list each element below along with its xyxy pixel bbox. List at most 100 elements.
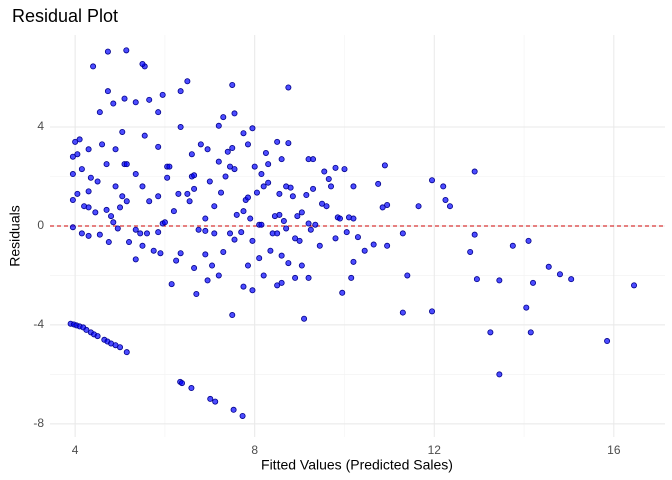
point bbox=[310, 156, 317, 163]
point bbox=[332, 164, 339, 171]
point bbox=[72, 138, 79, 145]
point bbox=[316, 242, 323, 249]
point bbox=[265, 161, 272, 168]
point bbox=[69, 197, 76, 204]
point bbox=[215, 158, 222, 165]
point bbox=[350, 258, 357, 265]
y-axis-title: Residuals bbox=[7, 205, 23, 266]
point bbox=[191, 185, 198, 192]
point bbox=[274, 230, 281, 237]
point bbox=[202, 215, 209, 222]
point bbox=[177, 250, 184, 257]
point bbox=[110, 100, 117, 107]
point bbox=[523, 304, 530, 311]
point bbox=[276, 190, 283, 197]
point bbox=[177, 124, 184, 131]
point bbox=[251, 163, 258, 170]
chart-title: Residual Plot bbox=[12, 6, 118, 26]
point bbox=[440, 183, 447, 190]
point bbox=[292, 274, 299, 281]
point bbox=[285, 260, 292, 267]
point bbox=[132, 226, 139, 233]
point bbox=[321, 168, 328, 175]
point bbox=[123, 349, 130, 356]
point bbox=[283, 183, 290, 190]
point bbox=[92, 209, 99, 216]
point bbox=[471, 168, 478, 175]
point bbox=[78, 166, 85, 173]
point bbox=[94, 178, 101, 185]
point bbox=[112, 146, 119, 153]
point bbox=[370, 241, 377, 248]
point bbox=[404, 272, 411, 279]
x-tick-label: 4 bbox=[72, 443, 79, 457]
point bbox=[509, 242, 516, 249]
point bbox=[188, 385, 195, 392]
point bbox=[204, 146, 211, 153]
point bbox=[209, 262, 216, 269]
point bbox=[119, 193, 126, 200]
point bbox=[168, 281, 175, 288]
y-tick-label: -4 bbox=[33, 317, 44, 331]
point bbox=[260, 183, 267, 190]
point bbox=[325, 175, 332, 182]
point bbox=[96, 109, 103, 116]
point bbox=[155, 143, 162, 150]
point bbox=[104, 48, 111, 55]
point bbox=[224, 148, 231, 155]
point bbox=[177, 88, 184, 95]
y-tick-label: 4 bbox=[37, 119, 44, 133]
point bbox=[249, 125, 256, 132]
point bbox=[104, 88, 111, 95]
point bbox=[155, 193, 162, 200]
point bbox=[375, 180, 382, 187]
point bbox=[69, 153, 76, 160]
point bbox=[253, 189, 260, 196]
point bbox=[206, 178, 213, 185]
point bbox=[399, 309, 406, 316]
point bbox=[278, 279, 285, 286]
point bbox=[379, 204, 386, 211]
point bbox=[96, 231, 103, 238]
point bbox=[215, 122, 222, 129]
point bbox=[121, 95, 128, 102]
point bbox=[112, 183, 119, 190]
point bbox=[487, 329, 494, 336]
point bbox=[119, 128, 126, 135]
point bbox=[110, 219, 117, 226]
point bbox=[211, 230, 218, 237]
point bbox=[123, 161, 130, 168]
point bbox=[139, 60, 146, 67]
point bbox=[195, 226, 202, 233]
point bbox=[285, 84, 292, 91]
y-tick-label: -8 bbox=[33, 416, 44, 430]
point bbox=[222, 173, 229, 180]
point bbox=[69, 171, 76, 178]
point bbox=[343, 229, 350, 236]
point bbox=[78, 230, 85, 237]
point bbox=[298, 262, 305, 269]
point bbox=[146, 96, 153, 103]
point bbox=[108, 213, 115, 220]
point bbox=[173, 257, 180, 264]
point bbox=[274, 282, 281, 289]
point bbox=[303, 192, 310, 199]
point bbox=[260, 272, 267, 279]
point bbox=[294, 213, 301, 220]
point bbox=[307, 226, 314, 233]
point bbox=[123, 47, 130, 54]
point bbox=[126, 239, 133, 246]
point bbox=[278, 252, 285, 259]
point bbox=[146, 198, 153, 205]
point bbox=[265, 179, 272, 186]
point bbox=[227, 163, 234, 170]
point bbox=[166, 163, 173, 170]
point bbox=[262, 150, 269, 157]
point bbox=[240, 283, 247, 290]
point bbox=[191, 265, 198, 272]
point bbox=[471, 231, 478, 238]
point bbox=[240, 208, 247, 215]
x-tick-label: 16 bbox=[607, 443, 621, 457]
point bbox=[229, 145, 236, 152]
point bbox=[278, 156, 285, 163]
